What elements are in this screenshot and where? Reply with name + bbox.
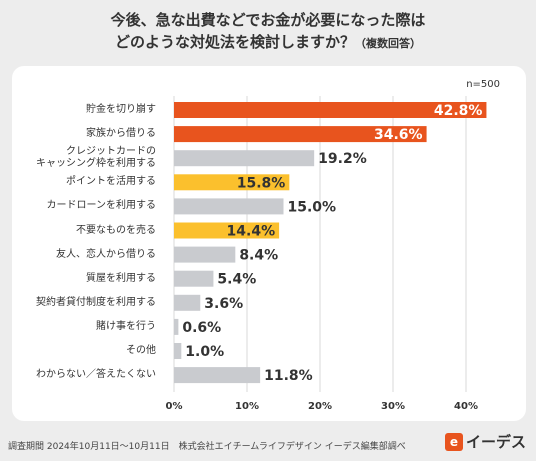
category-label-line: その他 bbox=[126, 345, 156, 356]
bar bbox=[174, 198, 284, 215]
bar bbox=[174, 270, 214, 287]
data-label: 5.4% bbox=[217, 272, 256, 288]
logo-mark-icon: e bbox=[444, 432, 463, 451]
category-label-line: ポイントを活用する bbox=[66, 176, 156, 188]
category-label: 不要なものを売る bbox=[20, 225, 156, 237]
bar bbox=[174, 246, 236, 263]
data-label: 19.2% bbox=[318, 151, 367, 167]
category-label-line: 賭け事を行う bbox=[96, 320, 156, 332]
brand-logo: e イーデス bbox=[444, 431, 526, 452]
bar bbox=[174, 102, 487, 118]
data-label: 3.6% bbox=[204, 296, 243, 312]
data-label: 15.8% bbox=[237, 175, 286, 191]
x-tick-label: 40% bbox=[454, 401, 478, 412]
x-tick-label: 0% bbox=[166, 401, 183, 412]
bar bbox=[174, 126, 427, 143]
sample-size-label: n=500 bbox=[466, 79, 500, 90]
category-label: カードローンを利用する bbox=[20, 200, 157, 212]
category-label: 家族から借りる bbox=[20, 128, 156, 140]
category-label: わからない／答えたくない bbox=[20, 369, 156, 381]
category-label: 質屋を利用する bbox=[20, 273, 156, 285]
category-label-line: キャッシング枠を利用する bbox=[36, 158, 156, 170]
data-label: 15.0% bbox=[288, 199, 337, 215]
bar bbox=[174, 318, 179, 335]
title-line-1: 今後、急な出費などでお金が必要になった際は bbox=[110, 11, 426, 29]
category-label: 友人、恋人から借りる bbox=[20, 249, 156, 261]
logo-text: イーデス bbox=[465, 433, 526, 451]
category-label: その他 bbox=[20, 345, 156, 357]
title-question: どのような対処法を検討しますか？ bbox=[114, 33, 355, 51]
category-label-line: クレジットカードの bbox=[66, 146, 156, 158]
category-label-line: 貯金を切り崩す bbox=[86, 104, 156, 115]
category-label-line: 家族から借りる bbox=[86, 128, 156, 140]
survey-footer: 調査期間 2024年10月11日〜10月11日 株式会社エイチームライフデザイン… bbox=[8, 442, 406, 452]
title-note: （複数回答） bbox=[355, 37, 421, 50]
category-label: 貯金を切り崩す bbox=[20, 104, 156, 116]
category-label-line: 友人、恋人から借りる bbox=[56, 248, 156, 260]
data-label: 42.8% bbox=[434, 103, 483, 119]
bar bbox=[174, 174, 290, 191]
data-label: 0.6% bbox=[182, 320, 221, 336]
category-label-line: 契約者貸付制度を利用する bbox=[36, 296, 156, 308]
x-tick-label: 20% bbox=[308, 401, 332, 412]
bar bbox=[174, 150, 315, 167]
data-label: 1.0% bbox=[185, 344, 224, 360]
category-label: 契約者貸付制度を利用する bbox=[20, 297, 156, 309]
chart-card bbox=[12, 66, 526, 421]
chart-title: 今後、急な出費などでお金が必要になった際は どのような対処法を検討しますか？（複… bbox=[0, 9, 536, 55]
bar bbox=[174, 222, 280, 239]
bar bbox=[174, 294, 201, 311]
x-tick-label: 10% bbox=[235, 401, 259, 412]
category-label-line: わからない／答えたくない bbox=[36, 369, 156, 381]
data-label: 14.4% bbox=[227, 224, 276, 240]
x-tick-label: 30% bbox=[381, 401, 405, 412]
data-label: 34.6% bbox=[374, 127, 423, 143]
category-label-line: 不要なものを売る bbox=[76, 224, 156, 236]
data-label: 11.8% bbox=[264, 368, 313, 384]
category-label: クレジットカードの キャッシング枠を利用する bbox=[20, 146, 156, 170]
bar bbox=[174, 367, 261, 384]
data-label: 8.4% bbox=[239, 248, 278, 264]
category-label-line: カードローンを利用する bbox=[46, 200, 157, 212]
category-label: 賭け事を行う bbox=[20, 321, 156, 333]
category-label-line: 質屋を利用する bbox=[86, 272, 156, 284]
title-line-2: どのような対処法を検討しますか？（複数回答） bbox=[0, 31, 536, 55]
category-label: ポイントを活用する bbox=[20, 176, 156, 188]
bar bbox=[174, 343, 182, 359]
